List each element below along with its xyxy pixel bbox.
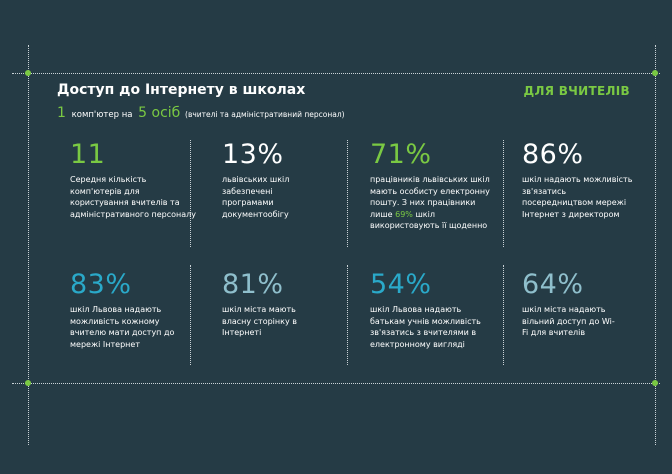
stat-value: 11 [70,140,200,170]
top-divider [12,73,660,74]
computer-ratio: 1 комп'ютер на 5 осіб (вчителі та адміні… [57,105,345,121]
corner-dot-top-left [25,70,31,76]
stat-description: шкіл надають можливість зв'язатись посер… [522,174,637,220]
stat-description-highlight: 69% [395,210,413,219]
corner-dot-top-right [652,70,658,76]
stat-description: Середня кількість комп'ютерів для корист… [70,174,200,220]
ratio-number-computers: 1 [57,105,66,121]
stat-value: 71% [370,140,500,170]
stat-card: 64% шкіл міста надають вільний доступ до… [522,270,652,339]
stat-description: львівських шкіл забезпечені програмами д… [222,174,322,220]
column-separator-3-bottom [503,265,504,365]
stat-description: шкіл міста надають вільний доступ до Wi-… [522,304,617,339]
stat-value: 81% [222,270,352,300]
stat-card: 86% шкіл надають можливість зв'язатись п… [522,140,652,220]
stat-value: 54% [370,270,500,300]
stat-value: 83% [70,270,200,300]
stat-card: 83% шкіл Львова надають можливість кожно… [70,270,200,350]
ratio-text: комп'ютер на [72,110,133,120]
corner-dot-bottom-right [652,380,658,386]
stat-card: 71% працівників львівських шкіл мають ос… [370,140,500,232]
ratio-note: (вчителі та адміністративний персонал) [185,110,345,119]
stat-card: 81% шкіл міста мають власну сторінку в І… [222,270,352,339]
stat-description: шкіл міста мають власну сторінку в Інтер… [222,304,317,339]
ratio-number-people: 5 осіб [138,105,180,121]
stat-card: 11 Середня кількість комп'ютерів для кор… [70,140,200,220]
bottom-divider [12,383,660,384]
stat-description: шкіл Львова надають можливість кожному в… [70,304,190,350]
page-title: Доступ до Інтернету в школах [57,82,305,98]
column-separator-3-top [503,140,504,247]
stat-value: 13% [222,140,352,170]
stat-value: 86% [522,140,652,170]
corner-dot-bottom-left [25,380,31,386]
audience-badge: ДЛЯ ВЧИТЕЛІВ [523,84,630,98]
stat-description: працівників львівських шкіл мають особис… [370,174,498,232]
stat-card: 13% львівських шкіл забезпечені програма… [222,140,352,220]
stat-description: шкіл Львова надають батькам учнів можлив… [370,304,495,350]
stat-card: 54% шкіл Львова надають батькам учнів мо… [370,270,500,350]
stat-value: 64% [522,270,652,300]
